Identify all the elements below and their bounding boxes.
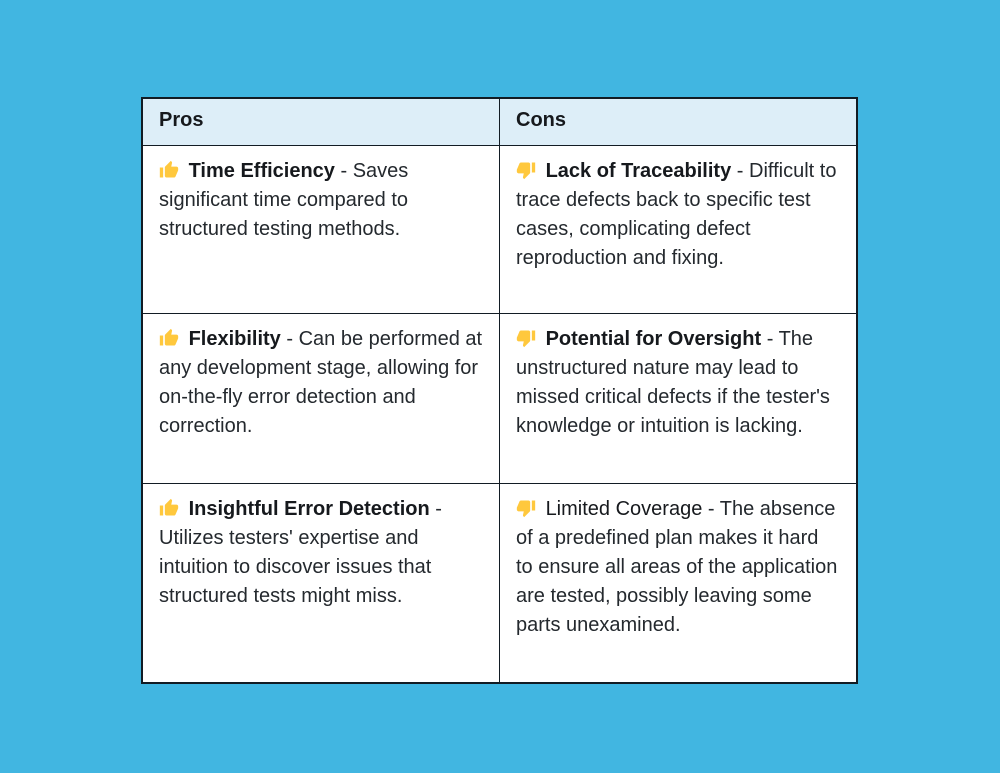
entry-title: Flexibility bbox=[188, 327, 281, 350]
entry-text: The absence of a predefined plan makes i… bbox=[516, 497, 838, 636]
entry-text: Saves significant time compared to struc… bbox=[159, 159, 409, 240]
entry-text: Utilizes testers' expertise and intuitio… bbox=[159, 526, 432, 607]
entry-text: Difficult to trace defects back to speci… bbox=[516, 159, 837, 269]
pros-cell: Insightful Error Detection - Utilizes te… bbox=[141, 482, 500, 684]
entry-separator: - bbox=[435, 497, 442, 520]
entry-separator: - bbox=[340, 159, 348, 182]
header-row: Pros Cons bbox=[141, 97, 858, 146]
entry-separator: - bbox=[707, 497, 715, 520]
pros-column-header: Pros bbox=[141, 97, 500, 146]
pros-cons-table: Pros Cons Time Efficiency - Saves signif… bbox=[141, 97, 858, 684]
entry-separator: - bbox=[286, 327, 294, 350]
table-row: Insightful Error Detection - Utilizes te… bbox=[141, 482, 858, 684]
table-row: Flexibility - Can be performed at any de… bbox=[141, 312, 858, 484]
pros-cell: Flexibility - Can be performed at any de… bbox=[141, 312, 500, 484]
entry-separator: - bbox=[766, 327, 774, 350]
cons-cell: Potential for Oversight - The unstructur… bbox=[499, 312, 858, 484]
entry-title: Insightful Error Detection bbox=[188, 497, 430, 520]
cons-column-header: Cons bbox=[499, 97, 858, 146]
cons-cell: Lack of Traceability - Difficult to trac… bbox=[499, 144, 858, 314]
thumbs-down-icon bbox=[516, 325, 536, 354]
entry-separator: - bbox=[736, 159, 744, 182]
cons-cell: Limited Coverage - The absence of a pred… bbox=[499, 482, 858, 684]
thumbs-up-icon bbox=[159, 325, 179, 354]
entry-text: The unstructured nature may lead to miss… bbox=[516, 327, 830, 437]
table-row: Time Efficiency - Saves significant time… bbox=[141, 144, 858, 314]
thumbs-up-icon bbox=[159, 495, 179, 524]
pros-cell: Time Efficiency - Saves significant time… bbox=[141, 144, 500, 314]
thumbs-down-icon bbox=[516, 157, 536, 186]
entry-text: Can be performed at any development stag… bbox=[159, 327, 483, 437]
entry-title: Lack of Traceability bbox=[545, 159, 732, 182]
entry-title: Potential for Oversight bbox=[545, 327, 762, 350]
thumbs-up-icon bbox=[159, 157, 179, 186]
thumbs-down-icon bbox=[516, 495, 536, 524]
entry-title: Time Efficiency bbox=[188, 159, 335, 182]
entry-title: Limited Coverage bbox=[545, 497, 703, 520]
